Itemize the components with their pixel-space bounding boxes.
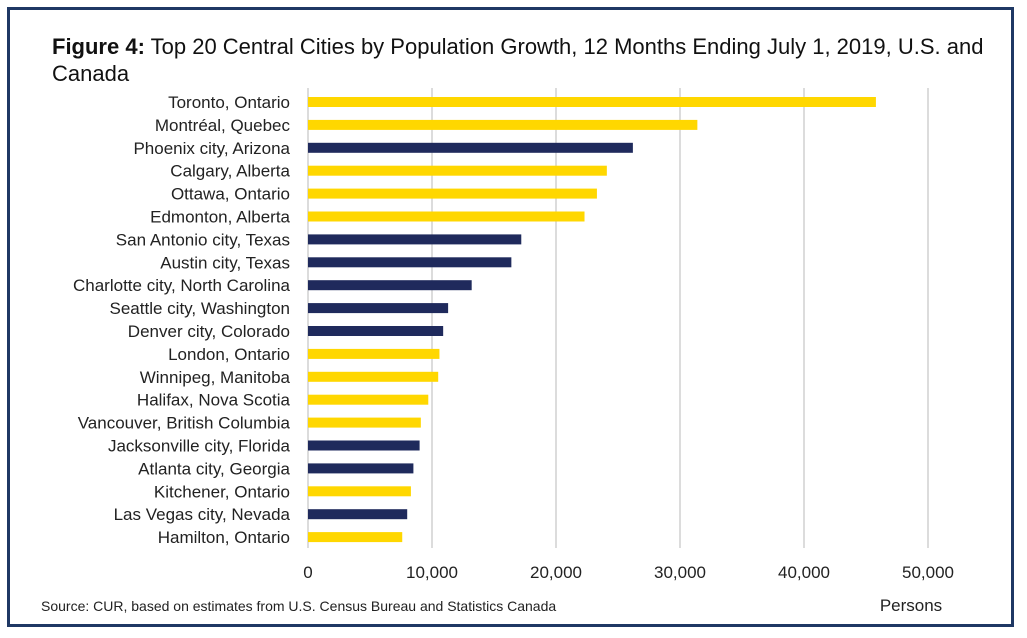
category-label: Kitchener, Ontario xyxy=(154,482,290,501)
bar xyxy=(308,234,522,245)
category-label: Denver city, Colorado xyxy=(128,322,290,341)
category-label: Phoenix city, Arizona xyxy=(133,139,290,158)
bar xyxy=(308,188,597,199)
category-label: Jacksonville city, Florida xyxy=(108,437,291,456)
bar xyxy=(308,509,408,520)
bar xyxy=(308,348,440,359)
bar xyxy=(308,303,449,314)
category-label: Montréal, Quebec xyxy=(155,116,291,135)
category-label: Charlotte city, North Carolina xyxy=(73,276,291,295)
category-label: Seattle city, Washington xyxy=(110,299,290,318)
figure-label: Figure 4: xyxy=(52,34,145,59)
bar xyxy=(308,142,633,153)
bar xyxy=(308,211,585,222)
bar xyxy=(308,440,420,451)
category-label: Calgary, Alberta xyxy=(170,162,290,181)
category-label: Ottawa, Ontario xyxy=(171,185,290,204)
x-tick-label: 30,000 xyxy=(654,563,706,582)
figure-title: Top 20 Central Cities by Population Grow… xyxy=(52,34,984,86)
bar xyxy=(308,326,444,336)
category-label: London, Ontario xyxy=(168,345,290,364)
x-tick-label: 10,000 xyxy=(406,563,458,582)
bar xyxy=(308,119,698,130)
category-label: San Antonio city, Texas xyxy=(116,230,290,249)
chart-title: Figure 4: Top 20 Central Cities by Popul… xyxy=(52,33,992,87)
x-tick-label: 0 xyxy=(303,563,312,582)
category-label: Austin city, Texas xyxy=(160,253,290,272)
figure-frame xyxy=(7,7,1014,627)
bar xyxy=(308,371,439,382)
bar xyxy=(308,532,403,543)
bar xyxy=(308,463,414,474)
bar xyxy=(308,280,472,291)
bar xyxy=(308,394,429,405)
x-axis-title: Persons xyxy=(880,596,942,615)
category-label: Edmonton, Alberta xyxy=(150,208,290,227)
category-label: Hamilton, Ontario xyxy=(158,528,290,547)
category-label: Atlanta city, Georgia xyxy=(138,459,290,478)
category-label: Toronto, Ontario xyxy=(168,93,290,112)
x-tick-label: 40,000 xyxy=(778,563,830,582)
bar xyxy=(308,417,421,428)
bar xyxy=(308,97,876,107)
bar xyxy=(308,257,512,268)
x-tick-label: 50,000 xyxy=(902,563,954,582)
bar xyxy=(308,486,411,497)
category-label: Halifax, Nova Scotia xyxy=(137,391,291,410)
bar xyxy=(308,165,607,176)
category-label: Winnipeg, Manitoba xyxy=(140,368,291,387)
category-label: Vancouver, British Columbia xyxy=(78,414,291,433)
category-label: Las Vegas city, Nevada xyxy=(114,505,291,524)
x-tick-label: 20,000 xyxy=(530,563,582,582)
source-note: Source: CUR, based on estimates from U.S… xyxy=(41,598,557,614)
